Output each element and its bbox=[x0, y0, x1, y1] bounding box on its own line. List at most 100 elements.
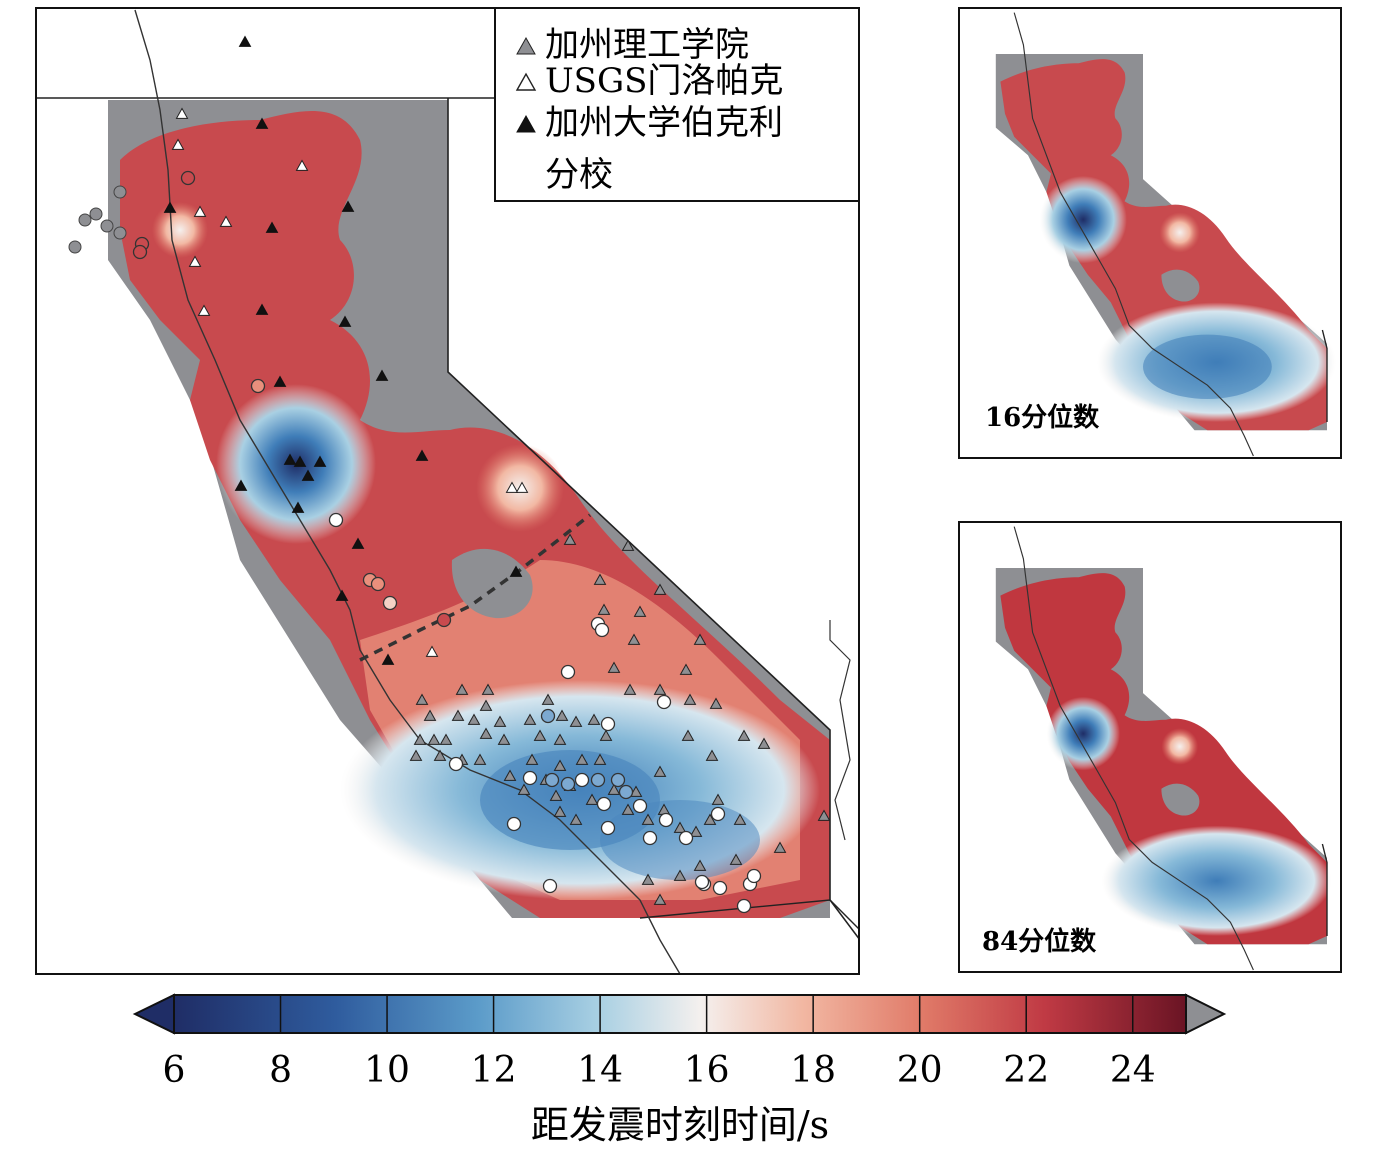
caltech-station-marker bbox=[553, 759, 567, 771]
event-circle-marker bbox=[522, 770, 538, 786]
berkeley-station-marker bbox=[283, 453, 297, 465]
berkeley-station-marker bbox=[291, 501, 305, 513]
caltech-station-marker bbox=[497, 733, 511, 745]
caltech-station-marker bbox=[693, 859, 707, 871]
colorbar-tick-label: 12 bbox=[471, 1050, 517, 1091]
berkeley-station-marker bbox=[238, 35, 252, 47]
main-map-frame bbox=[35, 7, 860, 975]
usgs-station-marker bbox=[193, 205, 207, 217]
caltech-station-marker bbox=[423, 709, 437, 721]
usgs-station-marker bbox=[515, 481, 529, 493]
colorbar: 6 8 10 12 14 16 18 20 22 24 距发震时刻时间/s bbox=[132, 993, 1227, 1147]
colorbar-tick-label: 20 bbox=[897, 1050, 943, 1091]
event-circle-marker bbox=[540, 708, 556, 724]
event-circle-marker bbox=[736, 898, 752, 914]
caltech-station-marker bbox=[629, 785, 643, 797]
legend-label-caltech: 加州理工学院 bbox=[545, 25, 749, 65]
event-circle-marker bbox=[632, 798, 648, 814]
colorbar-tick-label: 18 bbox=[790, 1050, 836, 1091]
event-circle-marker bbox=[544, 772, 560, 788]
california-border bbox=[447, 98, 859, 940]
caltech-station-marker bbox=[597, 603, 611, 615]
event-circle-marker bbox=[180, 170, 196, 186]
colorbar-title: 距发震时刻时间/s bbox=[531, 1103, 829, 1147]
caltech-station-marker bbox=[703, 813, 717, 825]
black-triangle-icon bbox=[516, 114, 536, 133]
berkeley-station-marker bbox=[301, 469, 315, 481]
caltech-station-marker bbox=[525, 753, 539, 765]
colorbar-tick-label: 6 bbox=[163, 1050, 186, 1091]
event-circle-marker bbox=[560, 664, 576, 680]
berkeley-station-marker bbox=[341, 200, 355, 212]
caltech-station-marker bbox=[641, 813, 655, 825]
berkeley-station-marker bbox=[313, 455, 327, 467]
event-circle-marker bbox=[678, 830, 694, 846]
legend-label-berkeley: 加州大学伯克利 bbox=[545, 103, 783, 143]
caltech-station-marker bbox=[555, 709, 569, 721]
mexico-border bbox=[639, 899, 859, 930]
caltech-station-marker bbox=[627, 633, 641, 645]
event-circle-marker bbox=[560, 776, 576, 792]
usgs-station-marker bbox=[505, 481, 519, 493]
caltech-station-marker bbox=[711, 793, 725, 805]
berkeley-station-marker bbox=[293, 455, 307, 467]
caltech-stations bbox=[409, 533, 831, 905]
berkeley-station-marker bbox=[273, 375, 287, 387]
caltech-station-marker bbox=[473, 753, 487, 765]
caltech-station-marker bbox=[553, 733, 567, 745]
caltech-station-marker bbox=[817, 809, 831, 821]
event-circle-marker bbox=[618, 784, 634, 800]
caltech-station-marker bbox=[415, 693, 429, 705]
event-circles bbox=[132, 170, 762, 914]
event-circle-marker bbox=[600, 716, 616, 732]
caltech-station-marker bbox=[451, 709, 465, 721]
event-circle-marker bbox=[542, 878, 558, 894]
inset-lower-frame bbox=[958, 521, 1342, 973]
offshore-circles bbox=[68, 185, 127, 254]
caltech-station-marker bbox=[709, 697, 723, 709]
caltech-station-marker bbox=[653, 683, 667, 695]
caltech-station-marker bbox=[757, 737, 771, 749]
caltech-station-marker bbox=[517, 783, 531, 795]
colorbar-tick-label: 10 bbox=[364, 1050, 410, 1091]
caltech-station-marker bbox=[549, 789, 563, 801]
legend-label-usgs: USGS门洛帕克 bbox=[545, 61, 783, 101]
berkeley-station-marker bbox=[234, 479, 248, 491]
event-circle-marker bbox=[694, 874, 710, 890]
main-map bbox=[36, 9, 859, 974]
usgs-stations bbox=[171, 107, 529, 657]
usgs-station-marker bbox=[219, 215, 233, 227]
caltech-station-marker bbox=[633, 605, 647, 617]
colorbar-tick-label: 22 bbox=[1003, 1050, 1049, 1091]
berkeley-station-marker bbox=[163, 201, 177, 213]
caltech-station-marker bbox=[409, 749, 423, 761]
caltech-station-marker bbox=[599, 729, 613, 741]
event-circle-marker bbox=[746, 868, 762, 884]
caltech-station-marker bbox=[773, 841, 787, 853]
event-circle-marker bbox=[328, 512, 344, 528]
legend: 加州理工学院 USGS门洛帕克 加州大学伯克利 分校 bbox=[494, 7, 860, 202]
berkeley-station-marker bbox=[509, 565, 523, 577]
caltech-station-marker bbox=[681, 729, 695, 741]
berkeley-station-marker bbox=[415, 449, 429, 461]
berkeley-station-marker bbox=[265, 221, 279, 233]
caltech-station-marker bbox=[541, 693, 555, 705]
caltech-station-marker bbox=[563, 533, 577, 545]
inset-lower: 84分位数 bbox=[982, 526, 1332, 971]
event-circle-marker bbox=[594, 622, 610, 638]
inset-upper-label: 16分位数 bbox=[985, 402, 1100, 433]
inset-upper: 16分位数 bbox=[985, 12, 1337, 457]
berkeley-station-marker bbox=[255, 117, 269, 129]
event-circle-marker bbox=[596, 796, 612, 812]
caltech-station-marker bbox=[623, 683, 637, 695]
event-circle-marker bbox=[506, 816, 522, 832]
colorbar-under-arrow bbox=[132, 993, 175, 1035]
caltech-station-marker bbox=[413, 733, 427, 745]
caltech-station-marker bbox=[439, 733, 453, 745]
event-circle-marker bbox=[712, 880, 728, 896]
event-circle-marker bbox=[656, 694, 672, 710]
berkeley-station-marker bbox=[338, 315, 352, 327]
caltech-station-marker bbox=[607, 783, 621, 795]
event-circle-marker bbox=[658, 812, 674, 828]
